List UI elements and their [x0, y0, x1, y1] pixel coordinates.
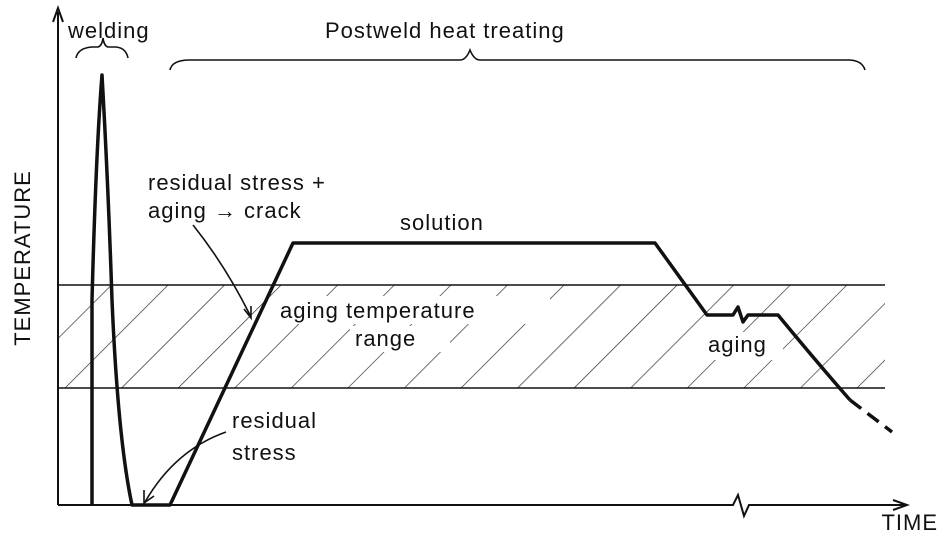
annotation: residual [232, 408, 317, 433]
x-axis-label: TIME [881, 510, 938, 535]
annotation: aging temperature [280, 298, 476, 323]
x-axis [58, 492, 905, 519]
welding-brace [75, 37, 129, 59]
annotation: range [355, 326, 416, 351]
stress-arrowhead [143, 490, 155, 505]
annotation: residual stress + [148, 170, 326, 195]
label-backing [350, 326, 450, 352]
y-axis-arrow [52, 5, 64, 23]
y-axis-label: TEMPERATURE [10, 170, 35, 346]
label-backing [275, 296, 550, 324]
annotation: aging → crack [148, 198, 302, 223]
annotation: aging [708, 332, 767, 357]
annotation: stress [232, 440, 297, 465]
temperature-curve [90, 73, 852, 507]
temperature-curve-dashed [848, 398, 894, 434]
stress-arrow [144, 431, 227, 503]
x-axis-arrow [892, 499, 910, 511]
postweld-brace [169, 47, 866, 71]
phase-label: welding [67, 18, 150, 43]
label-backing [703, 332, 783, 360]
annotation: solution [400, 210, 484, 235]
phase-label: Postweld heat treating [325, 18, 565, 43]
crack-arrow [192, 224, 251, 316]
crack-arrowhead [243, 306, 252, 321]
